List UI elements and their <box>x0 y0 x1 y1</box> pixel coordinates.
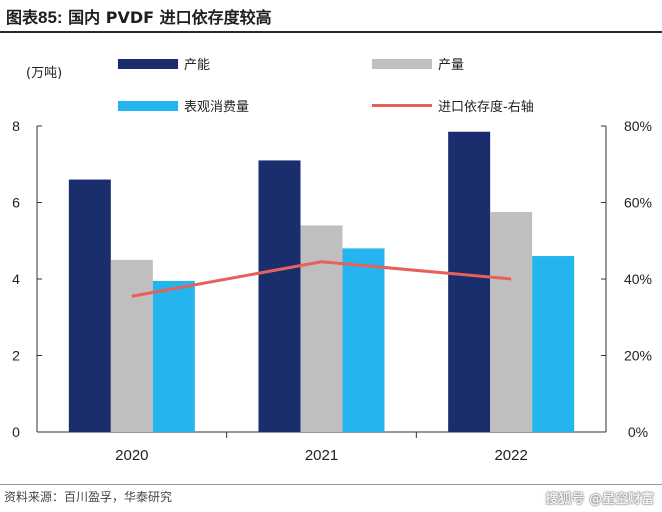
y-tick-label-left: 0 <box>12 424 20 440</box>
legend-swatch-output <box>372 58 432 69</box>
legend-line-dependency <box>372 104 432 107</box>
legend-label-output: 产量 <box>438 58 465 73</box>
title-prefix: 图表 <box>6 8 39 27</box>
bar-产能-2020 <box>68 179 111 432</box>
bar-产量-2020 <box>110 259 153 432</box>
legend-swatch-capacity <box>118 58 178 69</box>
legend-item-capacity: 产能 <box>118 54 210 73</box>
legend-swatch-consumption <box>118 100 178 111</box>
y-tick-label-left: 8 <box>12 118 20 134</box>
left-axis-unit: (万吨) <box>26 66 63 81</box>
bar-表观消费量-2020 <box>152 280 195 432</box>
legend-label-dependency: 进口依存度-右轴 <box>438 100 534 115</box>
bar-产能-2021 <box>258 160 301 433</box>
legend-label-capacity: 产能 <box>184 58 211 73</box>
bar-产量-2022 <box>490 212 533 432</box>
y-tick-label-right: 40% <box>624 271 652 287</box>
bar-表观消费量-2021 <box>342 248 385 432</box>
y-tick-label-right: 0% <box>628 424 648 440</box>
legend-item-output: 产量 <box>372 54 464 73</box>
footer-divider <box>0 484 662 485</box>
y-tick-label-right: 60% <box>624 195 652 211</box>
bar-表观消费量-2022 <box>532 256 575 432</box>
watermark: 搜狐号 @星空财富 <box>545 492 654 507</box>
x-tick-label: 2021 <box>305 447 338 464</box>
legend-label-consumption: 表观消费量 <box>184 100 250 115</box>
source-note: 资料来源：百川盈孚，华泰研究 <box>4 490 173 504</box>
y-tick-label-right: 20% <box>624 348 652 364</box>
bar-产量-2021 <box>300 225 343 432</box>
legend-item-dependency: 进口依存度-右轴 <box>372 96 534 115</box>
legend-item-consumption: 表观消费量 <box>118 96 249 115</box>
y-tick-label-left: 4 <box>12 271 20 287</box>
title-underline <box>0 31 662 33</box>
chart-title: 图表85: 国内 PVDF 进口依存度较高 <box>0 0 662 30</box>
y-tick-label-left: 2 <box>12 348 20 364</box>
x-tick-label: 2022 <box>494 447 527 464</box>
title-text: 国内 PVDF 进口依存度较高 <box>68 8 272 27</box>
x-tick-label: 2020 <box>115 447 148 464</box>
y-tick-label-left: 6 <box>12 195 20 211</box>
title-number: 85: <box>38 8 63 27</box>
bar-产能-2022 <box>448 131 491 433</box>
y-tick-label-right: 80% <box>624 118 652 134</box>
